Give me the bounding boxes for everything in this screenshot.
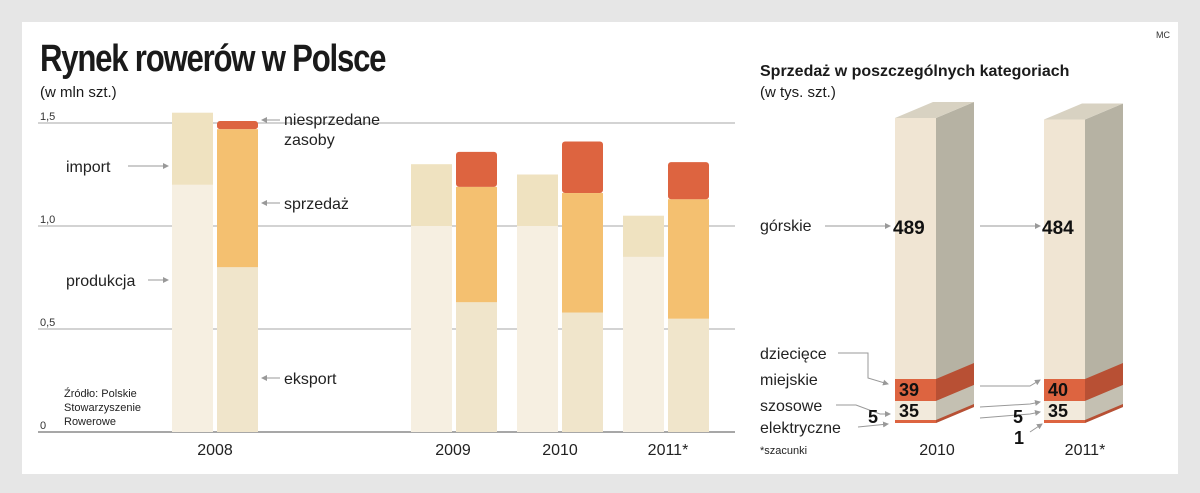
x-tick-label: 2011* (648, 442, 689, 459)
arrow-miejskie-2011 (980, 379, 1041, 387)
credit: MC (1156, 30, 1170, 40)
bar-import (411, 164, 452, 226)
chart-title: Rynek rowerów w Polsce (40, 38, 387, 80)
tower-front (1044, 119, 1085, 424)
bar-niesprzedane-zasoby (217, 120, 258, 130)
band-elektryczne-side (1085, 404, 1123, 423)
tower-top (1044, 103, 1123, 120)
label-sprzedaz: sprzedaż (284, 196, 349, 213)
band-szosowe-side (936, 385, 974, 420)
y-tick-label: 1,0 (40, 214, 55, 226)
label-gorskie: górskie (760, 218, 812, 235)
band-miejskie-side (936, 363, 974, 401)
arrow-dzieciece (838, 352, 889, 386)
bar-sprzedaż (217, 129, 258, 268)
arrow-szosowe-2011 (979, 400, 1041, 408)
label-niesprzedane-1: niesprzedane (284, 112, 380, 129)
bar-produkcja (623, 256, 664, 432)
label-elektryczne: elektryczne (760, 420, 841, 437)
value-label-elektryczne-2010: 5 (868, 407, 878, 427)
label-import: import (66, 159, 111, 176)
x-tick-label: 2008 (197, 442, 233, 459)
tower-side (936, 102, 974, 423)
bar-import (172, 112, 213, 185)
bar-niesprzedane-zasoby (668, 162, 709, 200)
tower-side (1085, 103, 1123, 424)
x-tick-label: 2010 (542, 442, 578, 459)
value-label-gorskie: 489 (893, 218, 925, 239)
right-chart-title: Sprzedaż w poszczególnych kategoriach (760, 63, 1070, 80)
band-miejskie (895, 379, 936, 401)
bar-eksport (668, 318, 709, 432)
band-miejskie (1044, 379, 1085, 401)
label-produkcja: produkcja (66, 273, 135, 290)
label-eksport: eksport (284, 371, 337, 388)
arrow-szosowe (836, 404, 891, 417)
value-label-szosowe: 35 (899, 401, 919, 421)
label-dzieciece: dziecięce (760, 346, 827, 363)
arrow-elektryczne-1 (1029, 423, 1043, 433)
x-tick-label: 2010 (919, 442, 955, 459)
band-szosowe (1044, 401, 1085, 420)
value-label-miejskie: 40 (1048, 380, 1068, 400)
value-label-szosowe: 35 (1048, 401, 1068, 421)
band-szosowe (895, 401, 936, 420)
tower-top (895, 102, 974, 118)
value-label-gorskie: 484 (1042, 218, 1074, 239)
x-tick-label: 2009 (435, 442, 471, 459)
y-tick-label: 1,5 (40, 111, 55, 123)
arrow-elektryczne-2011 (979, 410, 1041, 419)
bar-sprzedaż (668, 199, 709, 319)
bar-niesprzedane-zasoby (456, 151, 497, 187)
label-niesprzedane-2: zasoby (284, 132, 335, 149)
bar-eksport (562, 312, 603, 432)
source-note: Rowerowe (64, 416, 116, 428)
label-miejskie: miejskie (760, 372, 818, 389)
chart-subtitle: (w mln szt.) (40, 84, 117, 101)
y-tick-label: 0 (40, 420, 46, 432)
bar-sprzedaż (456, 186, 497, 303)
bar-import (623, 215, 664, 257)
right-chart-subtitle: (w tys. szt.) (760, 84, 836, 101)
source-note: Źródło: Polskie (64, 387, 137, 400)
bar-eksport (456, 302, 497, 432)
value-label-elektryczne-2011: 5 (1013, 407, 1023, 427)
band-szosowe-side (1085, 385, 1123, 420)
bar-produkcja (411, 226, 452, 432)
arrow-elektryczne (857, 421, 889, 428)
band-elektryczne-side (936, 404, 974, 423)
bar-import (517, 174, 558, 226)
x-tick-label: 2011* (1065, 442, 1106, 459)
bar-niesprzedane-zasoby (562, 141, 603, 194)
y-tick-label: 0,5 (40, 317, 55, 329)
note-szacunki: *szacunki (760, 445, 807, 457)
source-note: Stowarzyszenie (64, 402, 141, 414)
bar-produkcja (172, 184, 213, 432)
band-miejskie-side (1085, 363, 1123, 401)
bar-sprzedaż (562, 193, 603, 313)
value-label-elektryczne-1: 1 (1014, 428, 1024, 448)
value-label-miejskie: 39 (899, 380, 919, 400)
label-szosowe: szosowe (760, 398, 822, 415)
band-elektryczne (895, 420, 936, 423)
bar-eksport (217, 267, 258, 432)
bar-produkcja (517, 226, 558, 432)
tower-front (895, 118, 936, 423)
band-elektryczne (1044, 420, 1085, 423)
